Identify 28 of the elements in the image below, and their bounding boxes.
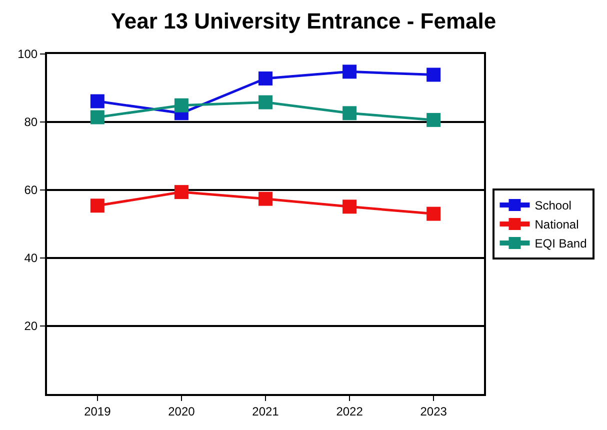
legend-label: National: [534, 218, 579, 232]
point: [90, 110, 104, 124]
point: [90, 198, 104, 213]
point: [426, 68, 441, 82]
point: [258, 95, 272, 110]
point: [342, 200, 357, 214]
point: [174, 185, 188, 200]
point: [342, 106, 357, 120]
chart-title: Year 13 University Entrance - Female: [110, 8, 496, 34]
point: [258, 192, 272, 206]
point: [426, 206, 441, 221]
y-tick-label: 20: [24, 319, 38, 334]
point: [258, 71, 272, 86]
y-tick-label: 40: [24, 251, 38, 266]
legend-label: School: [534, 198, 572, 213]
y-tick-label: 100: [18, 47, 38, 62]
x-tick-label: 2023: [420, 404, 448, 418]
x-tick-label: 2019: [84, 404, 112, 418]
x-tick-label: 2021: [252, 404, 280, 418]
x-tick-label: 2020: [168, 404, 196, 418]
x-tick-label: 2022: [336, 404, 364, 418]
point: [174, 98, 188, 112]
point: [90, 94, 104, 108]
y-tick-label: 80: [24, 115, 38, 130]
y-tick-label: 60: [24, 183, 38, 198]
legend-label: EQI Band: [534, 236, 587, 251]
point: [426, 112, 441, 127]
point: [342, 64, 357, 79]
